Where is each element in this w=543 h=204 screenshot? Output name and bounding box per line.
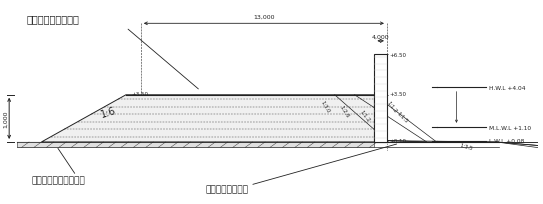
- Polygon shape: [375, 55, 387, 142]
- Text: 1:6: 1:6: [100, 105, 117, 119]
- Text: 1:2.6: 1:2.6: [339, 104, 350, 118]
- Text: +0.10: +0.10: [389, 139, 406, 143]
- Text: 1:1.5: 1:1.5: [395, 110, 408, 123]
- Text: L.W.L +0.08: L.W.L +0.08: [489, 139, 524, 144]
- Text: 1:1.2: 1:1.2: [358, 109, 371, 122]
- Text: 4,000: 4,000: [372, 35, 389, 40]
- Text: 1,000: 1,000: [3, 110, 8, 128]
- Text: +6.50: +6.50: [389, 53, 406, 58]
- Text: 13,000: 13,000: [253, 15, 275, 20]
- Text: 圧送土（固化処理）: 圧送土（固化処理）: [27, 14, 79, 24]
- Text: 敷砂（サンドマット）: 敷砂（サンドマット）: [31, 175, 85, 184]
- Text: 1:3.0: 1:3.0: [319, 99, 330, 113]
- Text: 1:3.5: 1:3.5: [459, 142, 473, 150]
- Text: 1:1.2: 1:1.2: [386, 101, 398, 114]
- Text: +3.50: +3.50: [389, 91, 406, 96]
- Polygon shape: [17, 142, 375, 148]
- Text: +3.50: +3.50: [131, 91, 148, 96]
- Text: H.W.L +4.04: H.W.L +4.04: [489, 85, 525, 91]
- Text: M.L.W.L +1.10: M.L.W.L +1.10: [489, 125, 531, 130]
- Text: 腹付け（山ずり）: 腹付け（山ずり）: [205, 185, 249, 194]
- Polygon shape: [41, 95, 375, 142]
